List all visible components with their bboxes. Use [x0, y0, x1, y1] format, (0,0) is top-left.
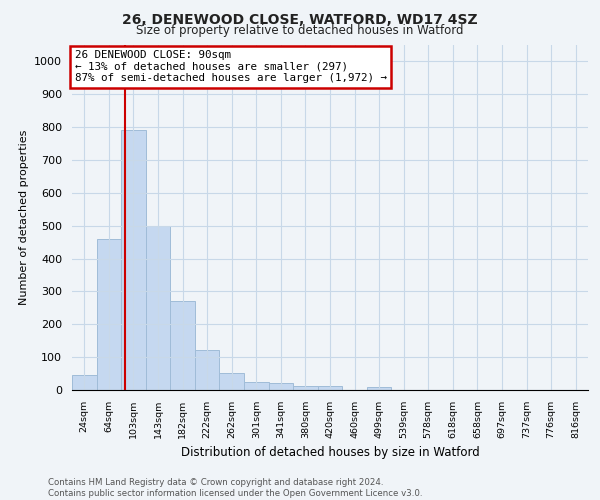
Bar: [72, 374, 97, 390]
Bar: [195, 350, 220, 390]
Bar: [170, 300, 195, 390]
Bar: [269, 384, 293, 390]
Text: 26 DENEWOOD CLOSE: 90sqm
← 13% of detached houses are smaller (297)
87% of semi-: 26 DENEWOOD CLOSE: 90sqm ← 13% of detach…: [74, 50, 386, 84]
Bar: [244, 382, 269, 390]
Bar: [220, 372, 244, 390]
Bar: [146, 226, 170, 390]
Text: Contains HM Land Registry data © Crown copyright and database right 2024.
Contai: Contains HM Land Registry data © Crown c…: [48, 478, 422, 498]
X-axis label: Distribution of detached houses by size in Watford: Distribution of detached houses by size …: [181, 446, 479, 460]
Y-axis label: Number of detached properties: Number of detached properties: [19, 130, 29, 305]
Text: Size of property relative to detached houses in Watford: Size of property relative to detached ho…: [136, 24, 464, 37]
Bar: [367, 388, 391, 390]
Text: 26, DENEWOOD CLOSE, WATFORD, WD17 4SZ: 26, DENEWOOD CLOSE, WATFORD, WD17 4SZ: [122, 12, 478, 26]
Bar: [121, 130, 146, 390]
Bar: [97, 239, 121, 390]
Bar: [293, 386, 318, 390]
Bar: [318, 386, 342, 390]
